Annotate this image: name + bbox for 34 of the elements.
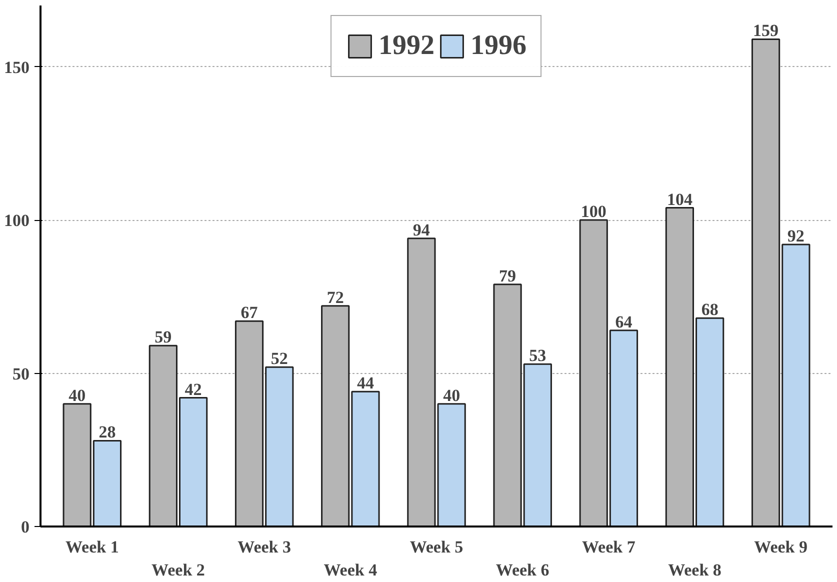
- x-tick-label: Week 1: [65, 538, 119, 556]
- data-label: 68: [701, 300, 718, 320]
- data-label: 44: [356, 374, 374, 393]
- data-label: 40: [68, 386, 86, 405]
- data-label: 67: [240, 303, 258, 322]
- x-tick-label: Week 4: [324, 560, 378, 580]
- x-tick-label: Week 6: [496, 560, 550, 580]
- y-tick-label: 100: [4, 211, 30, 230]
- data-label: 59: [154, 328, 172, 347]
- y-tick-label: 150: [4, 58, 30, 77]
- x-tick-label: Week 2: [152, 560, 205, 580]
- bar: [437, 403, 466, 526]
- data-label: 53: [529, 346, 546, 366]
- y-tick-label: 0: [21, 518, 30, 536]
- data-label: 52: [270, 349, 288, 368]
- x-tick-label: Week 9: [754, 538, 808, 556]
- data-label: 159: [753, 21, 779, 40]
- data-label: 92: [787, 226, 804, 246]
- data-label: 28: [98, 422, 116, 442]
- x-tick-label: Week 3: [238, 538, 292, 556]
- data-label: 40: [443, 386, 460, 405]
- data-label: 72: [326, 288, 344, 307]
- y-tick-label: 50: [12, 364, 30, 384]
- legend-label: 1996: [470, 30, 526, 62]
- data-label: 94: [412, 220, 430, 240]
- legend-label: 1992: [378, 30, 434, 62]
- data-label: 100: [580, 202, 606, 222]
- data-label: 64: [615, 312, 633, 332]
- x-tick-label: Week 5: [410, 538, 464, 556]
- x-tick-label: Week 7: [582, 538, 636, 556]
- data-label: 104: [666, 190, 693, 209]
- x-tick-label: Week 8: [668, 560, 722, 580]
- data-label: 42: [184, 380, 202, 399]
- data-label: 79: [499, 266, 516, 286]
